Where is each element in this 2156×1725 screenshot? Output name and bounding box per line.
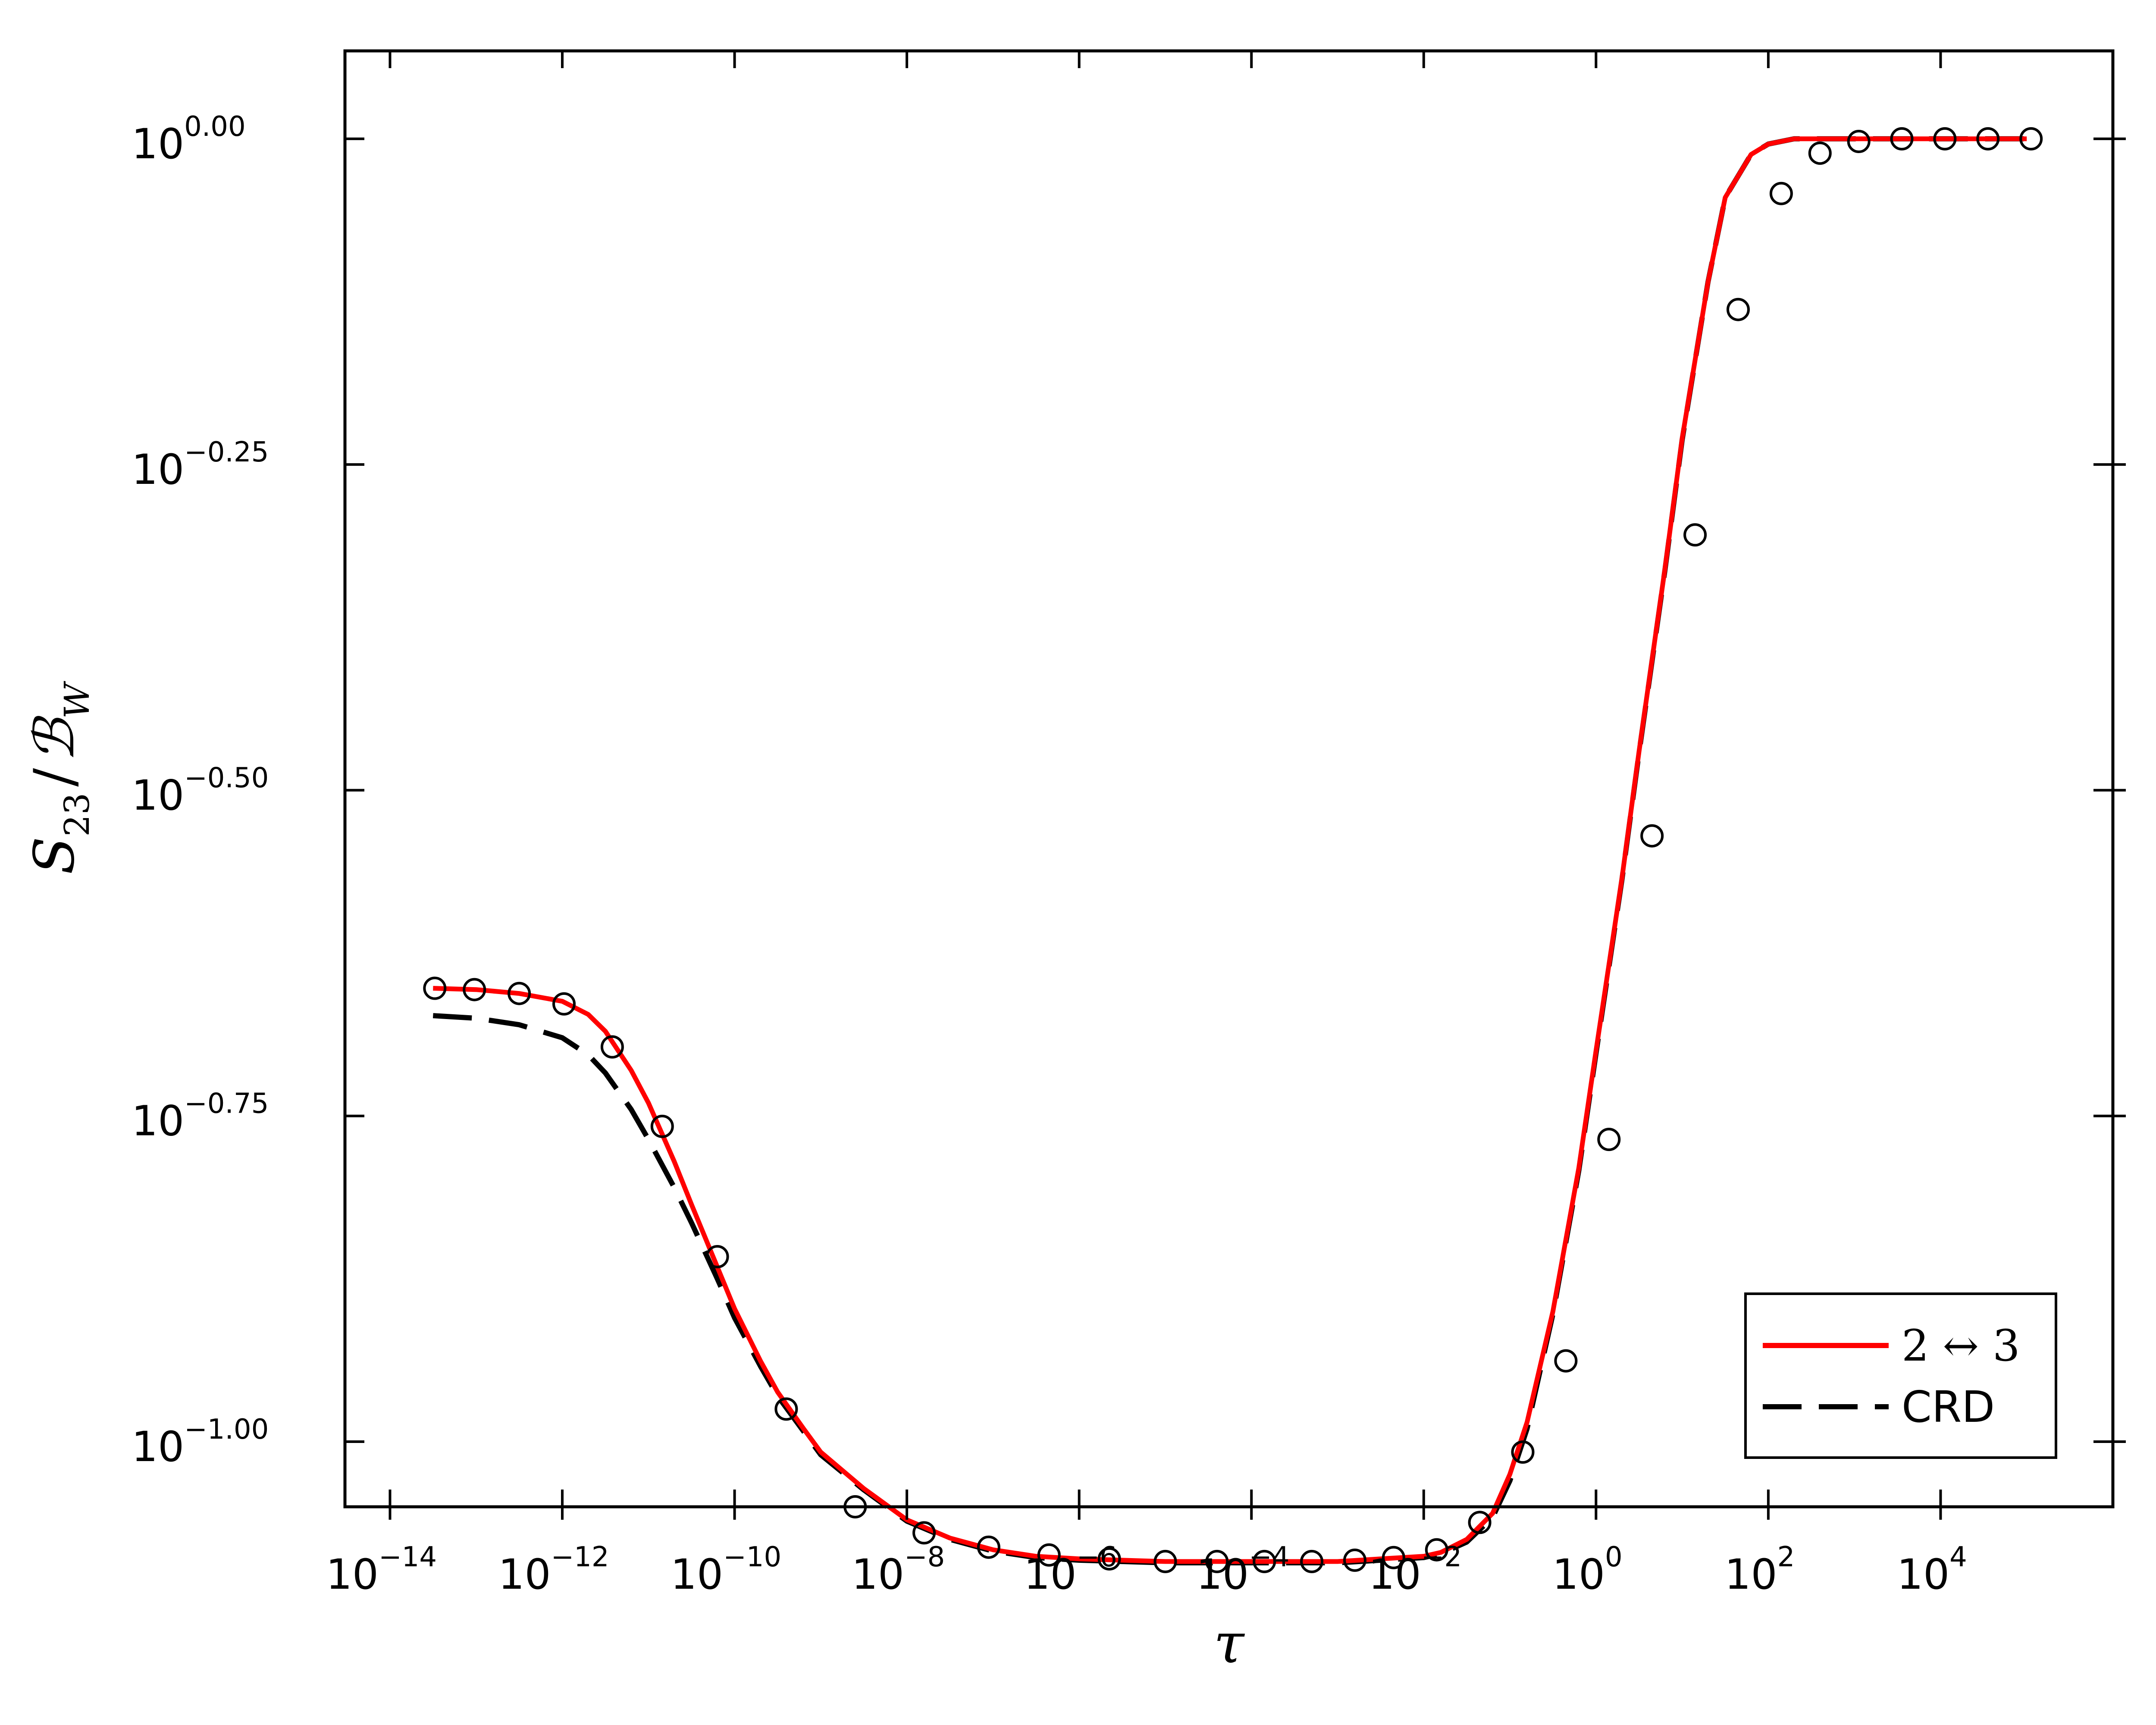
- legend-label-crd: CRD: [1902, 1382, 1995, 1432]
- data-point-marker: [1640, 824, 1664, 848]
- y-title-sub2: W: [57, 681, 97, 719]
- x-tick-label: 10−10: [671, 1541, 781, 1599]
- data-point-marker: [912, 1521, 936, 1545]
- data-point-marker: [1847, 130, 1871, 153]
- data-point-marker: [1683, 523, 1707, 547]
- data-point-marker: [1468, 1511, 1492, 1534]
- data-point-marker: [650, 1114, 674, 1138]
- x-tick-label: 10−14: [326, 1541, 437, 1599]
- x-tick-label: 10−12: [498, 1541, 609, 1599]
- data-point-marker: [1382, 1546, 1405, 1569]
- x-axis-title: τ: [1214, 1612, 1245, 1676]
- svg-text:S23/ℬW: S23 / ℬW: [22, 681, 97, 875]
- y-tick-label: 100.00: [132, 111, 246, 168]
- data-point-marker: [463, 978, 486, 1001]
- legend: 2 ↔ 3 CRD: [1744, 1292, 2057, 1459]
- data-point-marker: [1976, 127, 2000, 151]
- data-point-marker: [774, 1397, 798, 1421]
- data-point-marker: [2019, 127, 2043, 151]
- data-point-marker: [1890, 127, 1914, 151]
- data-point-marker: [423, 976, 447, 1000]
- data-point-marker: [1343, 1548, 1366, 1572]
- data-point-marker: [1253, 1549, 1276, 1573]
- data-point-marker: [705, 1245, 729, 1268]
- x-tick-label: 10−2: [1369, 1541, 1462, 1599]
- y-title-main: S: [22, 837, 87, 875]
- y-axis-title: S23 / ℬW: [22, 681, 97, 875]
- y-tick-label: 10−0.50: [132, 762, 269, 819]
- data-point-marker: [1727, 298, 1750, 321]
- x-tick-label: 100: [1552, 1541, 1623, 1599]
- series-line-2-3: [433, 136, 2027, 1564]
- data-point-marker: [1933, 127, 1957, 151]
- data-point-marker: [1511, 1440, 1535, 1464]
- y-title-slash: /: [22, 768, 87, 787]
- data-point-marker: [1769, 182, 1793, 205]
- data-point-marker: [1808, 141, 1832, 165]
- x-tick-label: 102: [1724, 1541, 1795, 1599]
- x-tick-label: 10−6: [1024, 1541, 1117, 1599]
- data-point-marker: [1097, 1547, 1121, 1571]
- y-tick-label: 10−0.75: [132, 1088, 269, 1145]
- data-point-marker: [1205, 1549, 1229, 1573]
- data-point-marker: [1300, 1549, 1324, 1573]
- x-tick-label: 10−8: [852, 1541, 945, 1599]
- y-title-sub: 23: [57, 793, 97, 837]
- data-point-marker: [1425, 1538, 1448, 1562]
- tick-labels: 10−14 10−12 10−10 10−8 10−6 10−4 10−2 100 102 104…: [132, 111, 1967, 1599]
- x-tick-label: 10−4: [1196, 1541, 1290, 1599]
- legend-box: [1744, 1292, 2057, 1459]
- data-point-marker: [1153, 1549, 1177, 1573]
- y-title-main2: ℬ: [22, 715, 87, 762]
- x-tick-label: 104: [1897, 1541, 1967, 1599]
- data-point-marker: [977, 1535, 1000, 1559]
- data-point-marker: [1554, 1349, 1578, 1373]
- data-point-marker: [552, 992, 576, 1016]
- legend-label-23: 2 ↔ 3: [1902, 1320, 2020, 1371]
- plot-frame: [343, 49, 2115, 1509]
- data-point-marker: [1597, 1128, 1621, 1151]
- data-point-marker: [600, 1035, 624, 1059]
- data-point-marker: [508, 982, 531, 1005]
- y-tick-label: 10−1.00: [132, 1414, 269, 1471]
- ticks-layer: [345, 51, 2126, 1520]
- y-tick-label: 10−0.25: [132, 436, 269, 494]
- data-point-marker: [1037, 1543, 1061, 1567]
